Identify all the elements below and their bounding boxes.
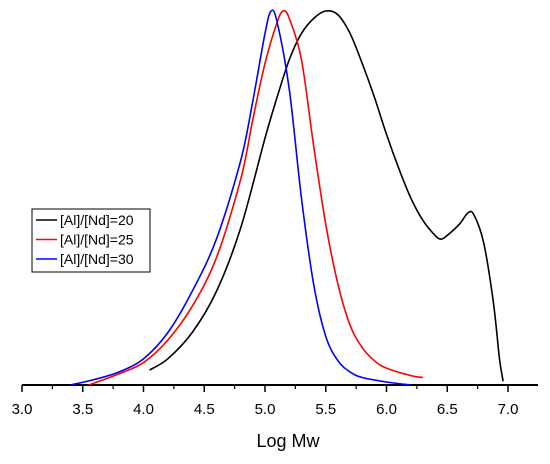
x-tick-label: 6.5: [437, 401, 458, 418]
series-line-3: [70, 9, 411, 386]
legend-label-1: [Al]/[Nd]=20: [60, 212, 134, 228]
x-axis-label: Log Mw: [256, 431, 320, 451]
x-tick-label: 4.0: [133, 401, 154, 418]
series-line-1: [149, 9, 504, 382]
legend-label-3: [Al]/[Nd]=30: [60, 251, 134, 267]
legend-label-2: [Al]/[Nd]=25: [60, 232, 134, 248]
axes-layer: 3.0 3.5 4.0 4.5 5.0 5.5 6.0 6.5 7.0: [12, 384, 538, 418]
x-tick-label: 5.5: [315, 401, 336, 418]
x-tick-label: 3.5: [72, 401, 93, 418]
x-tick-label: 6.0: [376, 401, 397, 418]
series-layer: [70, 9, 504, 386]
series-line-2: [88, 9, 424, 386]
x-tick-label: 7.0: [498, 401, 519, 418]
x-tick-label: 4.5: [194, 401, 215, 418]
x-tick-label: 3.0: [12, 401, 33, 418]
legend: [Al]/[Nd]=20 [Al]/[Nd]=25 [Al]/[Nd]=30: [31, 208, 151, 273]
x-tick-label: 5.0: [255, 401, 276, 418]
